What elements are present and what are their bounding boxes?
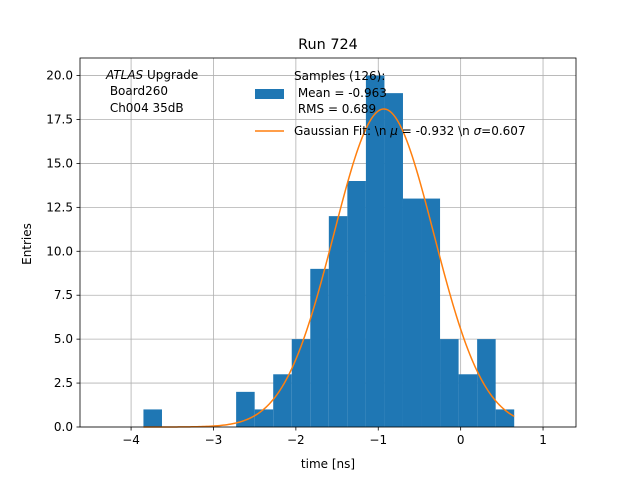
legend-histogram-patch [255, 89, 284, 99]
x-axis-ticks: −4 −3 −2 −1 0 1 [122, 427, 547, 447]
y-axis-ticks: 0.0 2.5 5.0 7.5 10.0 12.5 15.0 17.5 20.0 [46, 69, 80, 434]
legend: Samples (126): Mean = -0.963 RMS = 0.689… [255, 69, 526, 138]
x-tick-label: −2 [287, 433, 305, 447]
x-tick-label: −3 [205, 433, 223, 447]
annotation-line-2: Board260 [106, 84, 168, 98]
histogram-bar [458, 374, 478, 427]
annotation-line-1: ATLAS Upgrade [105, 68, 198, 82]
histogram-bar [273, 374, 292, 427]
y-tick-label: 7.5 [54, 288, 73, 302]
histogram-bar [402, 198, 422, 427]
atlas-annotation: ATLAS Upgrade Board260 Ch004 35dB [105, 68, 198, 115]
x-tick-label: −4 [122, 433, 140, 447]
y-tick-label: 5.0 [54, 332, 73, 346]
legend-fit-part-1: Gaussian Fit: \n [294, 124, 390, 138]
x-tick-label: 1 [539, 433, 547, 447]
legend-fit-part-2: = -0.932 \n [398, 124, 474, 138]
gaussian-fit-line [143, 108, 515, 428]
x-tick-label: −1 [369, 433, 387, 447]
legend-fit-label: Gaussian Fit: \n μ = -0.932 \n σ=0.607 [294, 124, 526, 138]
histogram-bar [291, 339, 311, 427]
legend-fit-sigma: σ [474, 124, 482, 138]
histogram-bar [421, 198, 441, 427]
legend-fit-mu: μ [389, 124, 398, 138]
y-tick-label: 15.0 [46, 156, 73, 170]
histogram-bar [384, 93, 403, 428]
y-tick-label: 20.0 [46, 69, 73, 83]
x-axis-label: time [ns] [301, 457, 355, 471]
y-tick-label: 10.0 [46, 244, 73, 258]
annotation-atlas: ATLAS [105, 68, 144, 82]
y-tick-label: 0.0 [54, 420, 73, 434]
chart-title: Run 724 [298, 37, 358, 53]
annotation-line-3: Ch004 35dB [106, 101, 184, 115]
legend-histogram-line-2: Mean = -0.963 [294, 86, 387, 100]
histogram-bar [440, 339, 459, 427]
y-tick-label: 2.5 [54, 376, 73, 390]
legend-histogram-line-1: Samples (126): [294, 69, 385, 83]
y-tick-label: 17.5 [46, 113, 73, 127]
y-tick-label: 12.5 [46, 200, 73, 214]
axes-frame [79, 57, 577, 428]
histogram-bar [310, 268, 329, 427]
histogram-bar [143, 409, 162, 427]
histogram-bars [143, 75, 515, 428]
histogram-bar [495, 409, 515, 427]
legend-fit-part-3: =0.607 [481, 124, 525, 138]
histogram-bar [347, 181, 366, 427]
histogram-bar [328, 216, 348, 427]
x-tick-label: 0 [457, 433, 465, 447]
histogram-bar [477, 339, 496, 427]
annotation-upgrade: Upgrade [143, 68, 198, 82]
legend-histogram-line-3: RMS = 0.689 [294, 102, 376, 116]
histogram-bar [254, 409, 274, 427]
histogram-bar [365, 75, 385, 428]
y-axis-label: Entries [20, 223, 34, 265]
